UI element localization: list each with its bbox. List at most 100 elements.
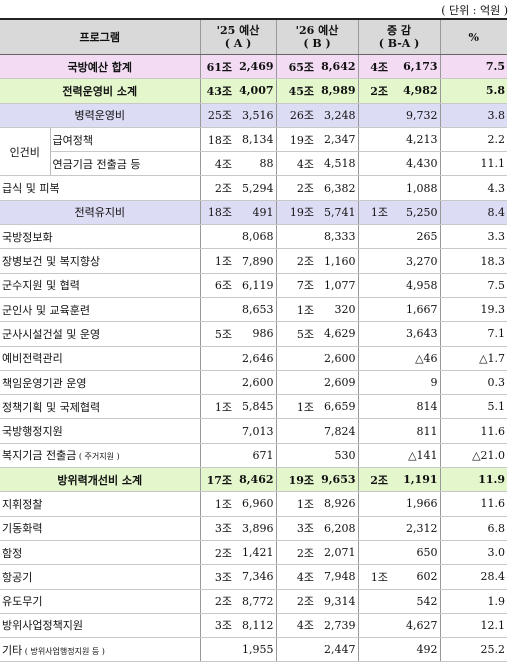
- cell-d-jo: [357, 297, 391, 323]
- cell-b-jo: [275, 637, 317, 662]
- cell-a-jo: 3조: [199, 613, 235, 639]
- cell-d-jo: [357, 613, 391, 639]
- budget-table: 프로그램 '25 예산( A ) '26 예산( B ) 증 감( B-A ) …: [0, 18, 508, 662]
- cell-pct: 28.4: [439, 564, 508, 590]
- cell-d-jo: 1조: [357, 564, 391, 590]
- cell-b-jo: 45조: [275, 78, 317, 104]
- cell-d-jo: 2조: [357, 467, 391, 493]
- cell-d-jo: [357, 394, 391, 420]
- cell-d-jo: [357, 540, 391, 566]
- cell-b: 8,989: [316, 78, 359, 104]
- table-row: 복지기금 전출금 ( 주거지원 ) 671 530 △141 △21.0: [0, 443, 508, 469]
- cell-a-jo: [199, 297, 235, 323]
- table-row: 전력유지비 18조 491 19조 5,741 1조 5,250 8.4: [0, 200, 508, 226]
- cell-a-jo: 3조: [199, 516, 235, 541]
- cell-d-jo: [357, 516, 391, 541]
- cell-d-jo: 1조: [357, 200, 391, 226]
- cell-d: 1,191: [390, 467, 441, 493]
- cell-a: 1,955: [234, 637, 277, 662]
- row-label: 국방정보화: [0, 224, 201, 250]
- unit-label: ( 단위 : 억원 ): [441, 4, 508, 17]
- cell-a-jo: 1조: [199, 248, 235, 274]
- cell-d-jo: [357, 370, 391, 396]
- cell-b-jo: 19조: [275, 127, 317, 153]
- cell-b: 7,824: [316, 418, 359, 444]
- cell-d: 1,667: [390, 297, 441, 323]
- row-label: 방위사업정책지원: [0, 613, 201, 639]
- cell-b: 2,739: [316, 613, 359, 639]
- row-label: 장병보건 및 복지향상: [0, 248, 201, 274]
- cell-a: 5,845: [234, 394, 277, 420]
- cell-pct: 5.8: [439, 78, 508, 104]
- cell-b-jo: 4조: [275, 613, 317, 639]
- cell-pct: 4.3: [439, 175, 508, 201]
- cell-pct: 1.9: [439, 589, 508, 614]
- cell-b-jo: 26조: [275, 103, 317, 128]
- cell-d: 814: [390, 394, 441, 420]
- cell-d-jo: [357, 151, 391, 177]
- cell-a: 6,119: [234, 273, 277, 298]
- row-label: 병력운영비: [0, 103, 201, 128]
- cell-b: 1,160: [316, 248, 359, 274]
- table-row: 국방예산 합계 61조 2,469 65조 8,642 4조 6,173 7.5: [0, 54, 508, 80]
- cell-a: 88: [234, 151, 277, 177]
- cell-b: 2,609: [316, 370, 359, 396]
- cell-b: 3,248: [316, 103, 359, 128]
- cell-a-jo: [199, 637, 235, 662]
- cell-a-jo: 25조: [199, 103, 235, 128]
- table-row: 인건비 급여정책 18조 8,134 19조 2,347 4,213 2.2: [0, 127, 508, 177]
- cell-d-jo: 2조: [357, 78, 391, 104]
- cell-b-jo: 4조: [275, 151, 317, 177]
- cell-d: 4,958: [390, 273, 441, 298]
- cell-a-jo: 18조: [199, 127, 235, 153]
- cell-d: 265: [390, 224, 441, 250]
- cell-d: 492: [390, 637, 441, 662]
- cell-b-jo: 1조: [275, 491, 317, 517]
- group-label: 인건비: [0, 127, 51, 177]
- cell-pct: 0.3: [439, 370, 508, 396]
- cell-a: 491: [234, 200, 277, 226]
- cell-a: 8,772: [234, 589, 277, 614]
- cell-a: 7,013: [234, 418, 277, 444]
- table-row: 급식 및 피복 2조 5,294 2조 6,382 1,088 4.3: [0, 175, 508, 201]
- table-row: 예비전력관리 2,646 2,600 △46 △1.7: [0, 346, 508, 371]
- cell-a: 3,896: [234, 516, 277, 541]
- table-row: 군사시설건설 및 운영 5조 986 5조 4,629 3,643 7.1: [0, 321, 508, 347]
- table-row: 유도무기 2조 8,772 2조 9,314 542 1.9: [0, 589, 508, 614]
- cell-b-jo: 19조: [275, 200, 317, 226]
- cell-a-jo: 2조: [199, 589, 235, 614]
- table-row: 함정 2조 1,421 2조 2,071 650 3.0: [0, 540, 508, 566]
- cell-pct: 8.4: [439, 200, 508, 226]
- cell-b: 2,600: [316, 346, 359, 371]
- table-row: 지휘정찰 1조 6,960 1조 8,926 1,966 11.6: [0, 491, 508, 517]
- cell-pct: 7.1: [439, 321, 508, 347]
- cell-a: 8,653: [234, 297, 277, 323]
- cell-a-jo: 43조: [199, 78, 235, 104]
- cell-pct: △1.7: [439, 346, 508, 371]
- cell-d: 602: [390, 564, 441, 590]
- cell-a-jo: 17조: [199, 467, 235, 493]
- cell-pct: 11.9: [439, 467, 508, 493]
- cell-b: 2,347: [316, 127, 359, 153]
- cell-d: 650: [390, 540, 441, 566]
- cell-d-jo: 4조: [357, 54, 391, 80]
- cell-a: 2,646: [234, 346, 277, 371]
- table-row: 전력운영비 소계 43조 4,007 45조 8,989 2조 4,982 5.8: [0, 78, 508, 104]
- cell-pct: 18.3: [439, 248, 508, 274]
- cell-pct: 11.6: [439, 418, 508, 444]
- cell-b-jo: 3조: [275, 516, 317, 541]
- cell-a: 8,068: [234, 224, 277, 250]
- cell-a-jo: 6조: [199, 273, 235, 298]
- cell-b: 4,629: [316, 321, 359, 347]
- row-label: 기동화력: [0, 516, 201, 541]
- cell-pct: 3.8: [439, 103, 508, 128]
- cell-b-jo: [275, 370, 317, 396]
- row-label: 군인사 및 교육훈련: [0, 297, 201, 323]
- header-row: 프로그램 '25 예산( A ) '26 예산( B ) 증 감( B-A ) …: [0, 18, 508, 55]
- cell-a-jo: [199, 346, 235, 371]
- table-row: 군인사 및 교육훈련 8,653 1조 320 1,667 19.3: [0, 297, 508, 323]
- cell-a: 671: [234, 443, 277, 469]
- cell-a-jo: [199, 224, 235, 250]
- row-label: 군수지원 및 협력: [0, 273, 201, 298]
- table-row: 기동화력 3조 3,896 3조 6,208 2,312 6.8: [0, 516, 508, 541]
